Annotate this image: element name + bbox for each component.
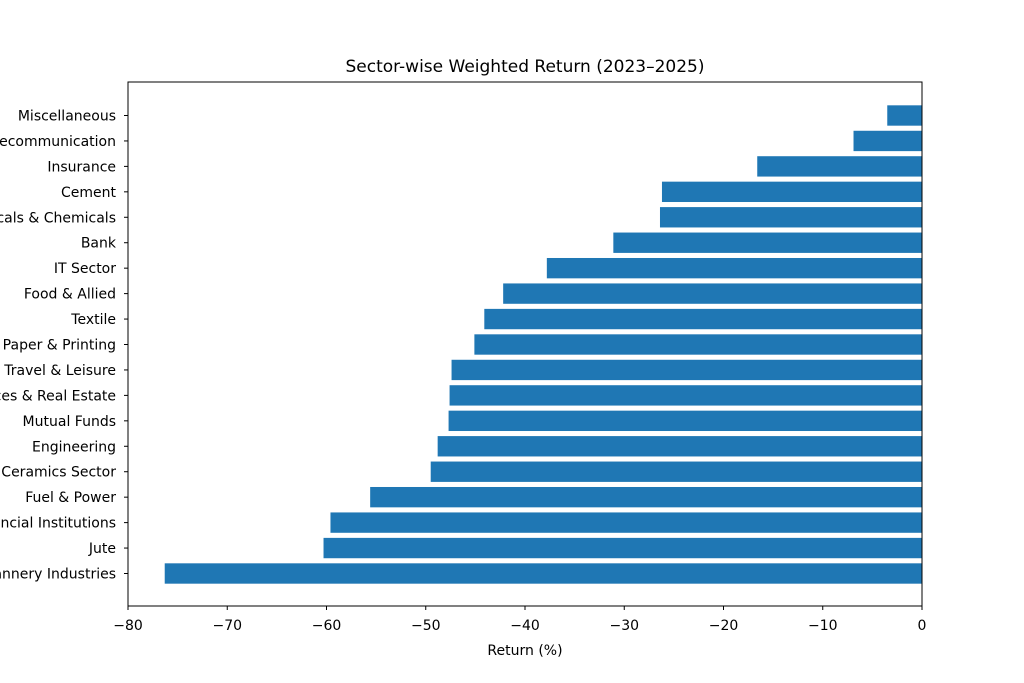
- bar-tannery-industries: [164, 563, 922, 584]
- y-tick-label: Pharmaceuticals & Chemicals: [0, 210, 116, 226]
- y-tick-label: Financial Institutions: [0, 516, 116, 532]
- y-tick-label: IT Sector: [54, 261, 116, 277]
- bar-cement: [661, 181, 922, 203]
- x-tick-label: −70: [212, 618, 242, 634]
- x-tick-label: −20: [709, 618, 739, 634]
- x-tick-label: −10: [808, 618, 838, 634]
- bar-it-sector: [546, 257, 922, 279]
- y-tick-label: Fuel & Power: [25, 490, 116, 506]
- y-tick-label: Insurance: [47, 159, 116, 175]
- y-tick-label: Food & Allied: [24, 287, 116, 303]
- bar-miscellaneous: [887, 105, 922, 126]
- y-tick-label: Engineering: [32, 439, 116, 455]
- y-tick-label: Services & Real Estate: [0, 388, 116, 404]
- x-tick-label: −80: [113, 618, 143, 634]
- y-tick-label: Mutual Funds: [23, 414, 116, 430]
- y-tick-label: Miscellaneous: [18, 109, 116, 125]
- chart-title: Sector-wise Weighted Return (2023–2025): [345, 57, 704, 77]
- y-tick-label: Textile: [70, 312, 116, 328]
- bar-bank: [613, 232, 922, 253]
- bar-textile: [484, 308, 922, 330]
- y-tick-label: Bank: [81, 236, 117, 252]
- y-tick-label: Paper & Printing: [3, 338, 116, 354]
- bar-engineering: [437, 436, 922, 457]
- bar-mutual-funds: [448, 410, 922, 432]
- bar-travel-leisure: [451, 359, 922, 381]
- x-axis-ticks: −80 −70 −60 −50 −40 −30 −20 −10 0: [113, 606, 926, 634]
- bar-fuel-power: [370, 486, 922, 508]
- x-axis-label: Return (%): [487, 643, 562, 659]
- plot-area-frame: [127, 81, 923, 607]
- bars-group: [164, 105, 923, 584]
- x-tick-label: −50: [411, 618, 441, 634]
- x-tick-label: −40: [510, 618, 540, 634]
- y-tick-label: Jute: [88, 541, 116, 557]
- x-tick-label: −60: [312, 618, 342, 634]
- y-axis-ticks: Miscellaneous Telecommunication Insurance C…: [0, 109, 128, 583]
- bar-paper-printing: [474, 334, 922, 355]
- y-tick-label: Tannery Industries: [0, 567, 116, 583]
- y-tick-label: Cement: [61, 185, 117, 201]
- bar-insurance: [757, 156, 922, 177]
- bar-jute: [323, 537, 923, 559]
- bar-ceramics-sector: [430, 461, 922, 482]
- y-tick-label: Travel & Leisure: [3, 363, 116, 379]
- bar-financial-institutions: [330, 512, 923, 533]
- y-tick-label: Ceramics Sector: [1, 465, 116, 481]
- bar-telecommunication: [853, 130, 922, 152]
- bar-pharmaceuticals-chemicals: [659, 207, 922, 228]
- x-tick-label: −30: [609, 618, 639, 634]
- y-tick-label: Telecommunication: [0, 134, 116, 150]
- bar-services-real-estate: [449, 385, 922, 406]
- x-tick-label: 0: [918, 618, 927, 634]
- bar-food-allied: [503, 283, 922, 304]
